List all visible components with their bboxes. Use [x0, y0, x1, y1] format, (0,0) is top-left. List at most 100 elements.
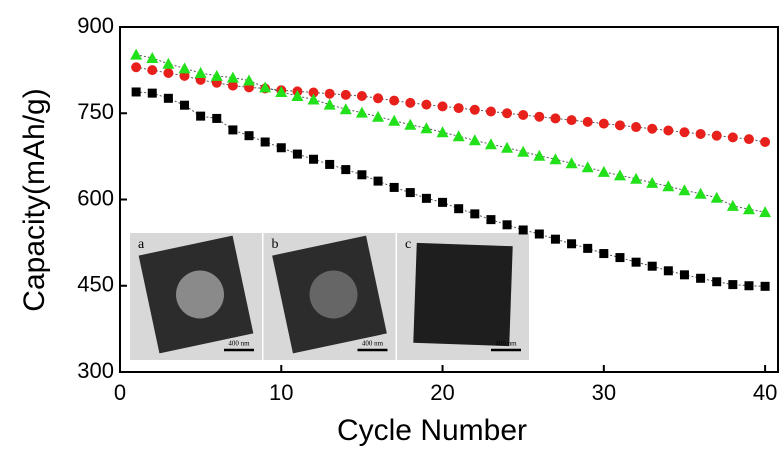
marker: [486, 215, 496, 225]
marker: [259, 81, 272, 93]
marker: [227, 80, 238, 91]
marker: [614, 120, 625, 131]
particle-core: [176, 270, 224, 319]
inset-label: b: [272, 237, 279, 252]
marker: [502, 220, 512, 230]
x-tick-label: 0: [114, 380, 126, 405]
marker: [501, 141, 514, 153]
marker: [340, 89, 351, 100]
marker: [646, 176, 659, 188]
y-tick-label: 750: [77, 99, 114, 124]
marker: [341, 165, 351, 175]
marker: [324, 88, 335, 99]
marker: [309, 154, 319, 164]
marker: [662, 180, 675, 192]
marker: [307, 93, 320, 105]
marker: [583, 243, 593, 253]
marker: [597, 165, 610, 177]
y-tick-label: 900: [77, 13, 114, 38]
marker: [453, 103, 464, 114]
marker: [404, 118, 417, 130]
series-line: [136, 54, 766, 213]
marker: [373, 93, 384, 104]
marker: [130, 48, 143, 60]
marker: [373, 176, 383, 186]
marker: [436, 126, 449, 138]
marker: [696, 273, 706, 283]
marker: [728, 280, 738, 290]
marker: [663, 266, 673, 276]
y-axis-label: Capacity(mAh/g): [18, 88, 51, 311]
marker: [679, 270, 689, 280]
marker: [678, 184, 691, 196]
marker: [484, 138, 497, 150]
marker: [727, 132, 738, 143]
marker: [566, 115, 577, 126]
marker: [631, 257, 641, 267]
marker: [325, 159, 335, 169]
marker: [744, 281, 754, 291]
y-tick-label: 300: [77, 358, 114, 383]
marker: [712, 277, 722, 287]
marker: [469, 104, 480, 115]
marker: [292, 149, 302, 159]
marker: [694, 187, 707, 199]
marker: [437, 101, 448, 112]
particle: [413, 242, 513, 347]
marker: [518, 109, 529, 120]
marker: [533, 149, 546, 161]
marker: [502, 108, 513, 119]
marker: [517, 145, 530, 157]
marker: [518, 225, 528, 235]
marker: [420, 122, 433, 134]
marker: [631, 122, 642, 133]
marker: [389, 95, 400, 106]
marker: [549, 153, 562, 165]
marker: [760, 137, 771, 147]
marker: [194, 67, 207, 78]
marker: [276, 143, 286, 153]
marker: [663, 125, 674, 136]
x-axis-label: Cycle Number: [337, 414, 527, 447]
marker: [710, 191, 723, 203]
marker: [180, 100, 190, 110]
inset-label: a: [138, 237, 145, 252]
marker: [405, 188, 415, 198]
y-tick-label: 450: [77, 272, 114, 297]
marker: [726, 199, 739, 211]
marker: [131, 87, 141, 97]
marker: [308, 87, 319, 98]
marker: [647, 261, 657, 271]
marker: [421, 99, 432, 110]
particle-core: [309, 270, 358, 319]
marker: [388, 114, 401, 126]
marker: [647, 123, 658, 134]
marker: [355, 106, 368, 118]
marker: [598, 118, 609, 129]
marker: [470, 209, 480, 219]
marker: [163, 93, 173, 103]
marker: [743, 134, 754, 145]
marker: [131, 62, 142, 73]
marker: [613, 169, 626, 181]
marker: [615, 253, 625, 263]
marker: [759, 206, 772, 218]
marker: [323, 98, 336, 110]
marker: [147, 65, 158, 76]
marker: [146, 52, 159, 64]
marker: [534, 111, 545, 122]
marker: [468, 134, 481, 146]
marker: [275, 85, 288, 97]
marker: [228, 125, 238, 135]
marker: [742, 203, 755, 215]
marker: [582, 116, 593, 127]
scale-label: 400 nm: [495, 340, 517, 348]
marker: [339, 103, 352, 115]
marker: [695, 128, 706, 139]
marker: [550, 234, 560, 244]
series-line: [136, 91, 766, 287]
marker: [244, 131, 254, 141]
x-tick-label: 20: [430, 380, 454, 405]
marker: [405, 97, 416, 108]
marker: [196, 111, 206, 121]
